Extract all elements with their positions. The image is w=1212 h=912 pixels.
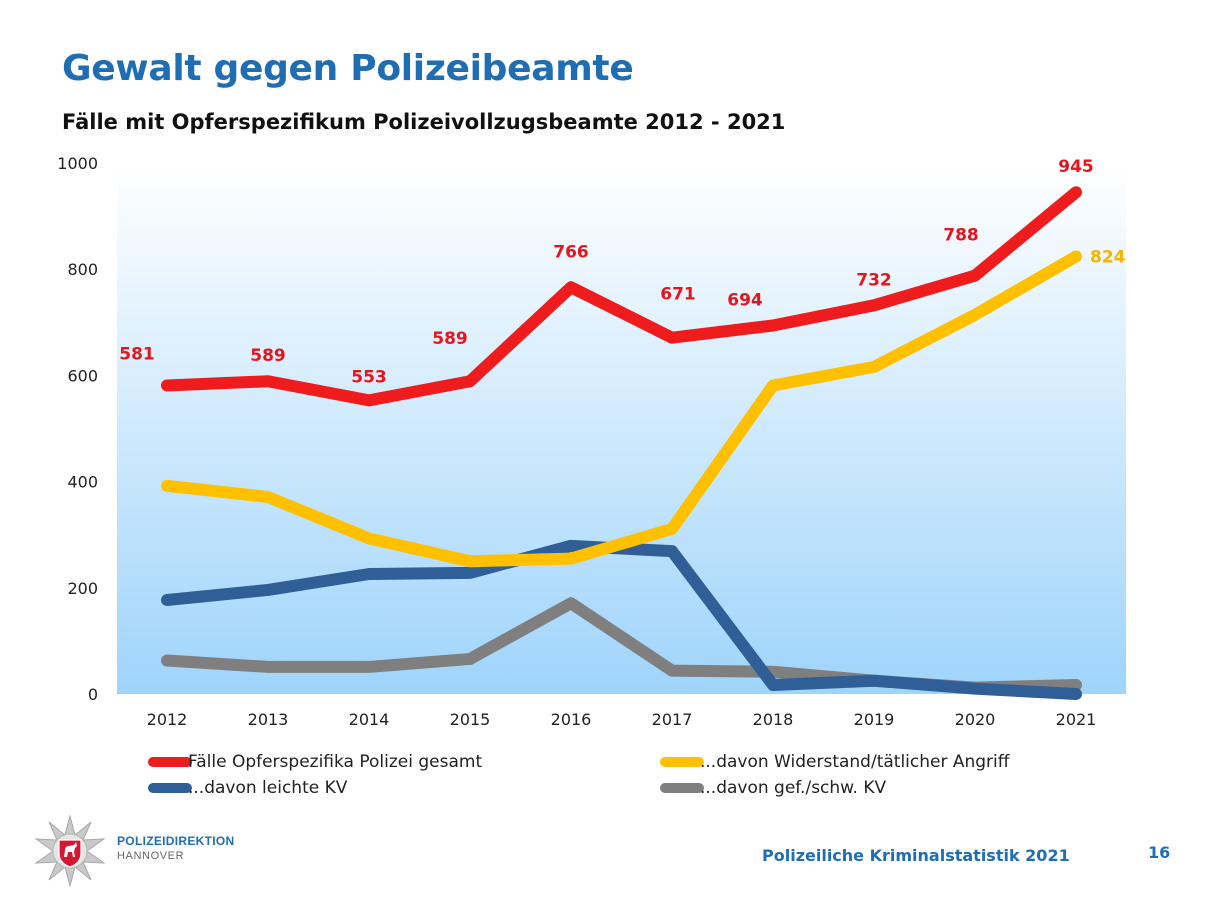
series-lines	[161, 186, 1082, 700]
legend-swatch	[148, 757, 192, 767]
x-tick-label: 2017	[652, 710, 693, 729]
legend-label: ...davon gef./schw. KV	[700, 778, 887, 798]
legend-swatch	[660, 783, 704, 793]
legend-label: Fälle Opferspezifika Polizei gesamt	[188, 752, 483, 772]
y-tick-label: 0	[88, 685, 98, 704]
y-tick-label: 800	[67, 260, 98, 279]
legend-swatch	[660, 757, 704, 767]
y-axis: 0 200 400 600 800 1000	[57, 154, 98, 704]
y-tick-label: 600	[67, 366, 98, 385]
x-tick-label: 2014	[349, 710, 390, 729]
legend-label: ...davon leichte KV	[188, 778, 348, 798]
legend-label: ...davon Widerstand/tätlicher Angriff	[700, 752, 1010, 772]
data-labels: 581 589 553 589 766 671 694 732 788 945 824	[119, 157, 1125, 387]
legend-item-light-injury: ...davon leichte KV	[148, 778, 347, 798]
series-line	[161, 186, 1082, 407]
x-tick-label: 2019	[854, 710, 895, 729]
x-axis: 2012 2013 2014 2015 2016 2017 2018 2019 2020 2021	[147, 710, 1097, 729]
data-label-total: 671	[660, 285, 696, 305]
data-label-total: 945	[1058, 157, 1094, 177]
x-tick-label: 2016	[551, 710, 592, 729]
legend-item-severe-injury: ...davon gef./schw. KV	[660, 778, 886, 798]
police-star-logo	[34, 815, 106, 887]
y-tick-label: 200	[67, 579, 98, 598]
page-title: Gewalt gegen Polizeibeamte	[62, 48, 634, 89]
legend-item-resistance: ...davon Widerstand/tätlicher Angriff	[660, 752, 1009, 772]
x-tick-label: 2020	[955, 710, 996, 729]
x-tick-label: 2021	[1056, 710, 1097, 729]
legend-item-total: Fälle Opferspezifika Polizei gesamt	[148, 752, 482, 772]
plot-background	[117, 163, 1126, 694]
series-line	[161, 250, 1082, 568]
x-tick-label: 2013	[248, 710, 289, 729]
data-label-total: 553	[351, 367, 387, 387]
x-tick-label: 2012	[147, 710, 188, 729]
legend-swatch	[148, 783, 192, 793]
org-name: POLIZEIDIREKTION	[117, 834, 235, 848]
data-label-total: 694	[727, 290, 763, 310]
data-label-total: 589	[432, 329, 468, 349]
y-tick-label: 400	[67, 473, 98, 492]
x-tick-label: 2018	[753, 710, 794, 729]
org-city: HANNOVER	[117, 850, 185, 862]
report-footer: Polizeiliche Kriminalstatistik 2021	[762, 846, 1070, 865]
page-number: 16	[1148, 843, 1171, 862]
data-label-total: 581	[119, 344, 155, 364]
data-label-total: 732	[856, 270, 892, 290]
x-tick-label: 2015	[450, 710, 491, 729]
data-label-total: 788	[943, 226, 979, 246]
page-subtitle: Fälle mit Opferspezifikum Polizeivollzug…	[62, 110, 786, 134]
data-label-total: 589	[250, 346, 286, 366]
legend: Fälle Opferspezifika Polizei gesamt ...d…	[148, 752, 1078, 800]
y-tick-label: 1000	[57, 154, 98, 173]
data-label-total: 766	[553, 242, 589, 262]
data-label-resistance: 824	[1090, 247, 1126, 267]
